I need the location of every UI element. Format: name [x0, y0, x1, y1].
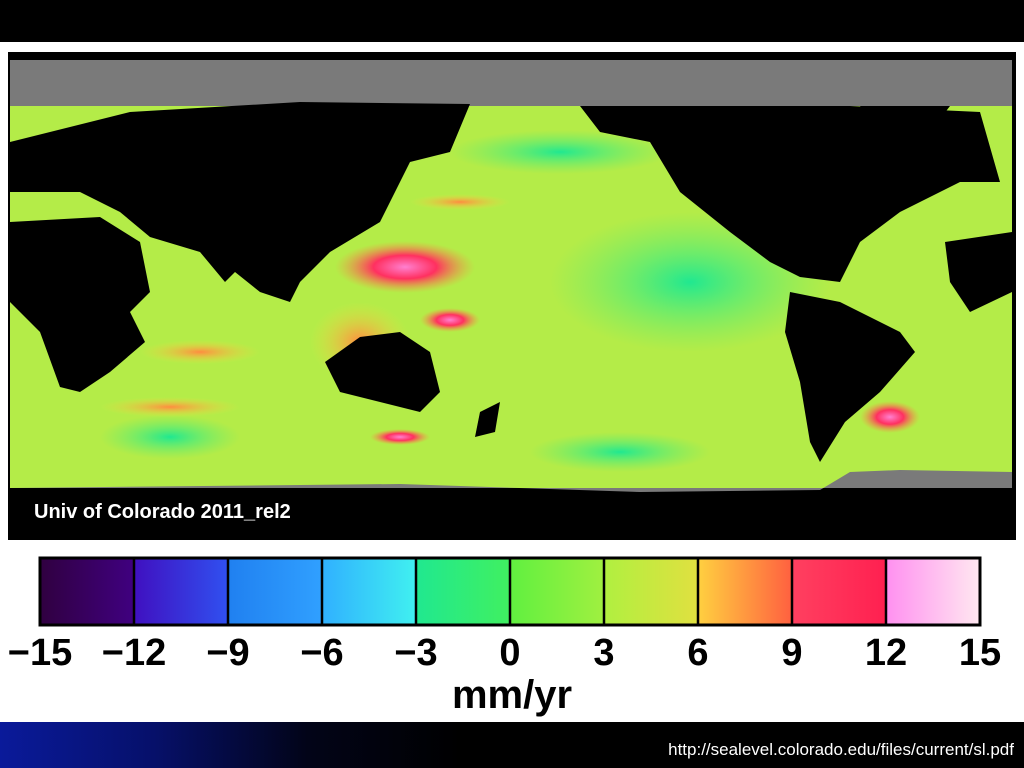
continents	[10, 102, 1012, 462]
colorbar: mm/yr −15 −12 −9 −6 −3 0 3 6 9 12 15	[8, 556, 1001, 717]
unit-label: mm/yr	[452, 673, 572, 717]
tick-label: 6	[687, 632, 708, 674]
footer: http://sealevel.colorado.edu/files/curre…	[0, 722, 1024, 768]
map-credit: Univ of Colorado 2011_rel2	[34, 501, 291, 523]
tick-label: 3	[593, 632, 614, 674]
source-url: http://sealevel.colorado.edu/files/curre…	[668, 740, 1014, 759]
arctic	[10, 60, 1012, 106]
sea-level-map: Univ of Colorado 2011_rel2	[8, 52, 1016, 540]
tick-label: 0	[499, 632, 520, 674]
tick-label: −15	[8, 632, 72, 674]
antarctica	[10, 470, 1012, 492]
tick-label: −3	[394, 632, 437, 674]
tick-label: −6	[300, 632, 343, 674]
top-bar	[0, 0, 1024, 42]
tick-label: 9	[781, 632, 802, 674]
tick-label: 12	[865, 632, 907, 674]
tick-label: −9	[206, 632, 249, 674]
tick-label: −12	[102, 632, 166, 674]
tick-label: 15	[959, 632, 1001, 674]
